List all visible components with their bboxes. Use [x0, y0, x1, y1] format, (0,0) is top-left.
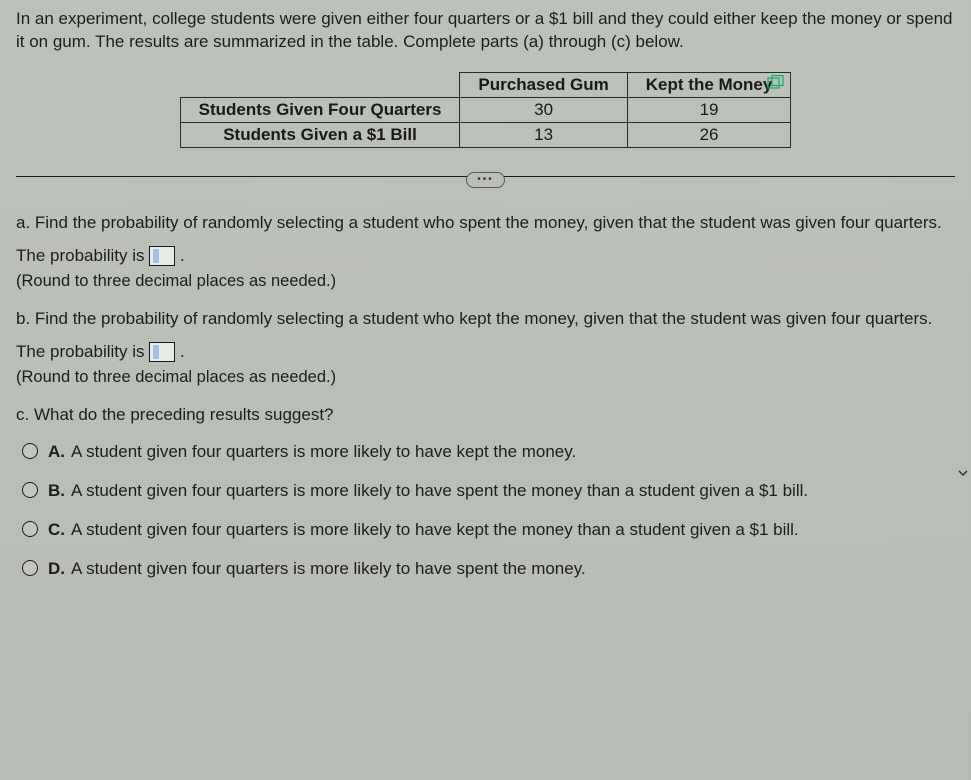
part-a: a. Find the probability of randomly sele… [16, 212, 955, 292]
data-table: Purchased Gum Kept the Money Students Gi… [180, 72, 792, 148]
option-text: A student given four quarters is more li… [71, 559, 586, 578]
ellipsis-icon[interactable]: ••• [466, 172, 505, 188]
question-intro: In an experiment, college students were … [16, 8, 955, 54]
part-b-prob-suffix: . [180, 342, 185, 361]
cell-bill-kept: 26 [627, 122, 791, 147]
option-letter: B. [48, 481, 65, 500]
option-d[interactable]: D. A student given four quarters is more … [22, 558, 955, 581]
part-a-prompt: a. Find the probability of randomly sele… [16, 212, 955, 235]
part-b-prompt: b. Find the probability of randomly sele… [16, 308, 955, 331]
part-c: c. What do the preceding results suggest… [16, 404, 955, 581]
part-c-options: A. A student given four quarters is more … [16, 441, 955, 581]
option-a[interactable]: A. A student given four quarters is more … [22, 441, 955, 464]
option-b[interactable]: B. A student given four quarters is more … [22, 480, 955, 503]
radio-icon[interactable] [22, 521, 38, 537]
row-label-quarters: Students Given Four Quarters [180, 97, 460, 122]
part-a-prob-suffix: . [180, 246, 185, 265]
table-row: Students Given Four Quarters 30 19 [180, 97, 791, 122]
part-b: b. Find the probability of randomly sele… [16, 308, 955, 388]
option-letter: D. [48, 559, 65, 578]
part-c-prompt: c. What do the preceding results suggest… [16, 404, 955, 427]
radio-icon[interactable] [22, 443, 38, 459]
table-row: Students Given a $1 Bill 13 26 [180, 122, 791, 147]
table-empty-header [180, 72, 460, 97]
option-text: A student given four quarters is more li… [71, 520, 799, 539]
part-b-hint: (Round to three decimal places as needed… [16, 366, 955, 388]
option-letter: A. [48, 442, 65, 461]
part-a-answer-input[interactable] [149, 246, 175, 266]
part-a-prob-prefix: The probability is [16, 246, 149, 265]
cell-quarters-kept: 19 [627, 97, 791, 122]
part-b-answer-input[interactable] [149, 342, 175, 362]
radio-icon[interactable] [22, 482, 38, 498]
option-text: A student given four quarters is more li… [71, 442, 576, 461]
option-text: A student given four quarters is more li… [71, 481, 808, 500]
option-letter: C. [48, 520, 65, 539]
copy-table-icon[interactable] [767, 74, 785, 88]
radio-icon[interactable] [22, 560, 38, 576]
option-c[interactable]: C. A student given four quarters is more … [22, 519, 955, 542]
part-b-prob-prefix: The probability is [16, 342, 149, 361]
row-label-bill: Students Given a $1 Bill [180, 122, 460, 147]
cell-quarters-purchased: 30 [460, 97, 627, 122]
cell-bill-purchased: 13 [460, 122, 627, 147]
table-header-purchased: Purchased Gum [460, 72, 627, 97]
scroll-down-icon[interactable] [957, 464, 969, 476]
part-a-hint: (Round to three decimal places as needed… [16, 270, 955, 292]
